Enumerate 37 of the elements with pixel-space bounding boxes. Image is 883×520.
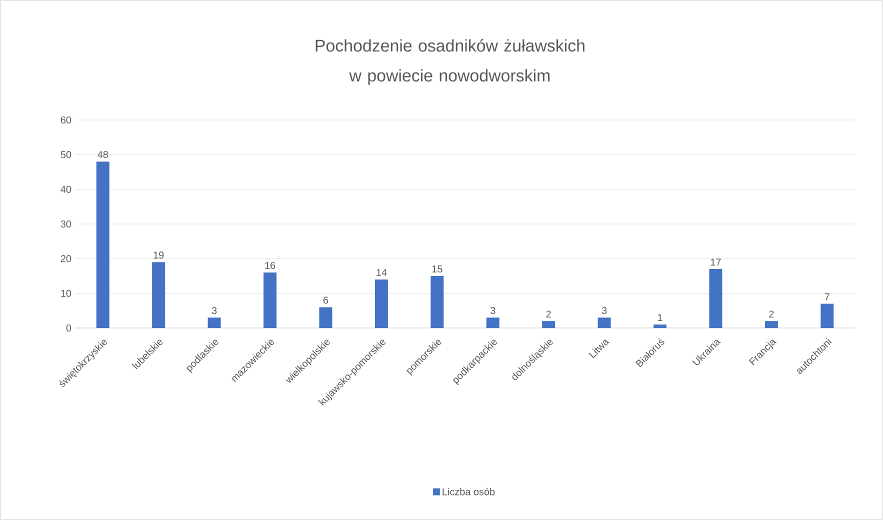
data-label: 19 [154, 252, 164, 259]
bar [96, 162, 110, 328]
data-label: 17 [710, 258, 721, 266]
y-tick-label: 60 [60, 116, 72, 124]
data-label: 2 [769, 310, 774, 318]
y-tick-label: 0 [66, 324, 72, 332]
data-label: 1 [658, 314, 662, 321]
data-label: 15 [432, 266, 442, 272]
legend-label: Liczba osób [442, 488, 495, 496]
bar [709, 269, 722, 328]
y-tick-label: 40 [60, 186, 72, 193]
bar [374, 279, 388, 328]
bar [598, 318, 611, 328]
y-tick-label: 50 [60, 151, 72, 158]
data-label: 6 [323, 296, 328, 304]
y-tick-label: 30 [60, 220, 72, 228]
data-label: 3 [212, 307, 217, 314]
data-label: 2 [546, 310, 551, 318]
bar [542, 321, 556, 328]
bar [319, 307, 332, 328]
bar [764, 321, 778, 328]
bar [486, 318, 500, 328]
bar [820, 304, 834, 328]
bar [152, 262, 166, 328]
data-label: 48 [98, 151, 108, 158]
y-tick-label: 20 [60, 255, 72, 262]
chart-title: Pochodzenie osadników żuławskich w powiecie nowodworskim [316, 39, 584, 85]
data-label: 3 [490, 307, 496, 314]
bar [654, 324, 667, 328]
y-tick-label: 10 [61, 290, 72, 297]
data-label: 7 [824, 293, 830, 300]
bar [430, 276, 444, 328]
data-label: 3 [602, 307, 607, 314]
bar [264, 272, 277, 328]
data-label: 16 [265, 262, 276, 269]
bar [208, 318, 221, 328]
data-label: 14 [376, 269, 387, 276]
